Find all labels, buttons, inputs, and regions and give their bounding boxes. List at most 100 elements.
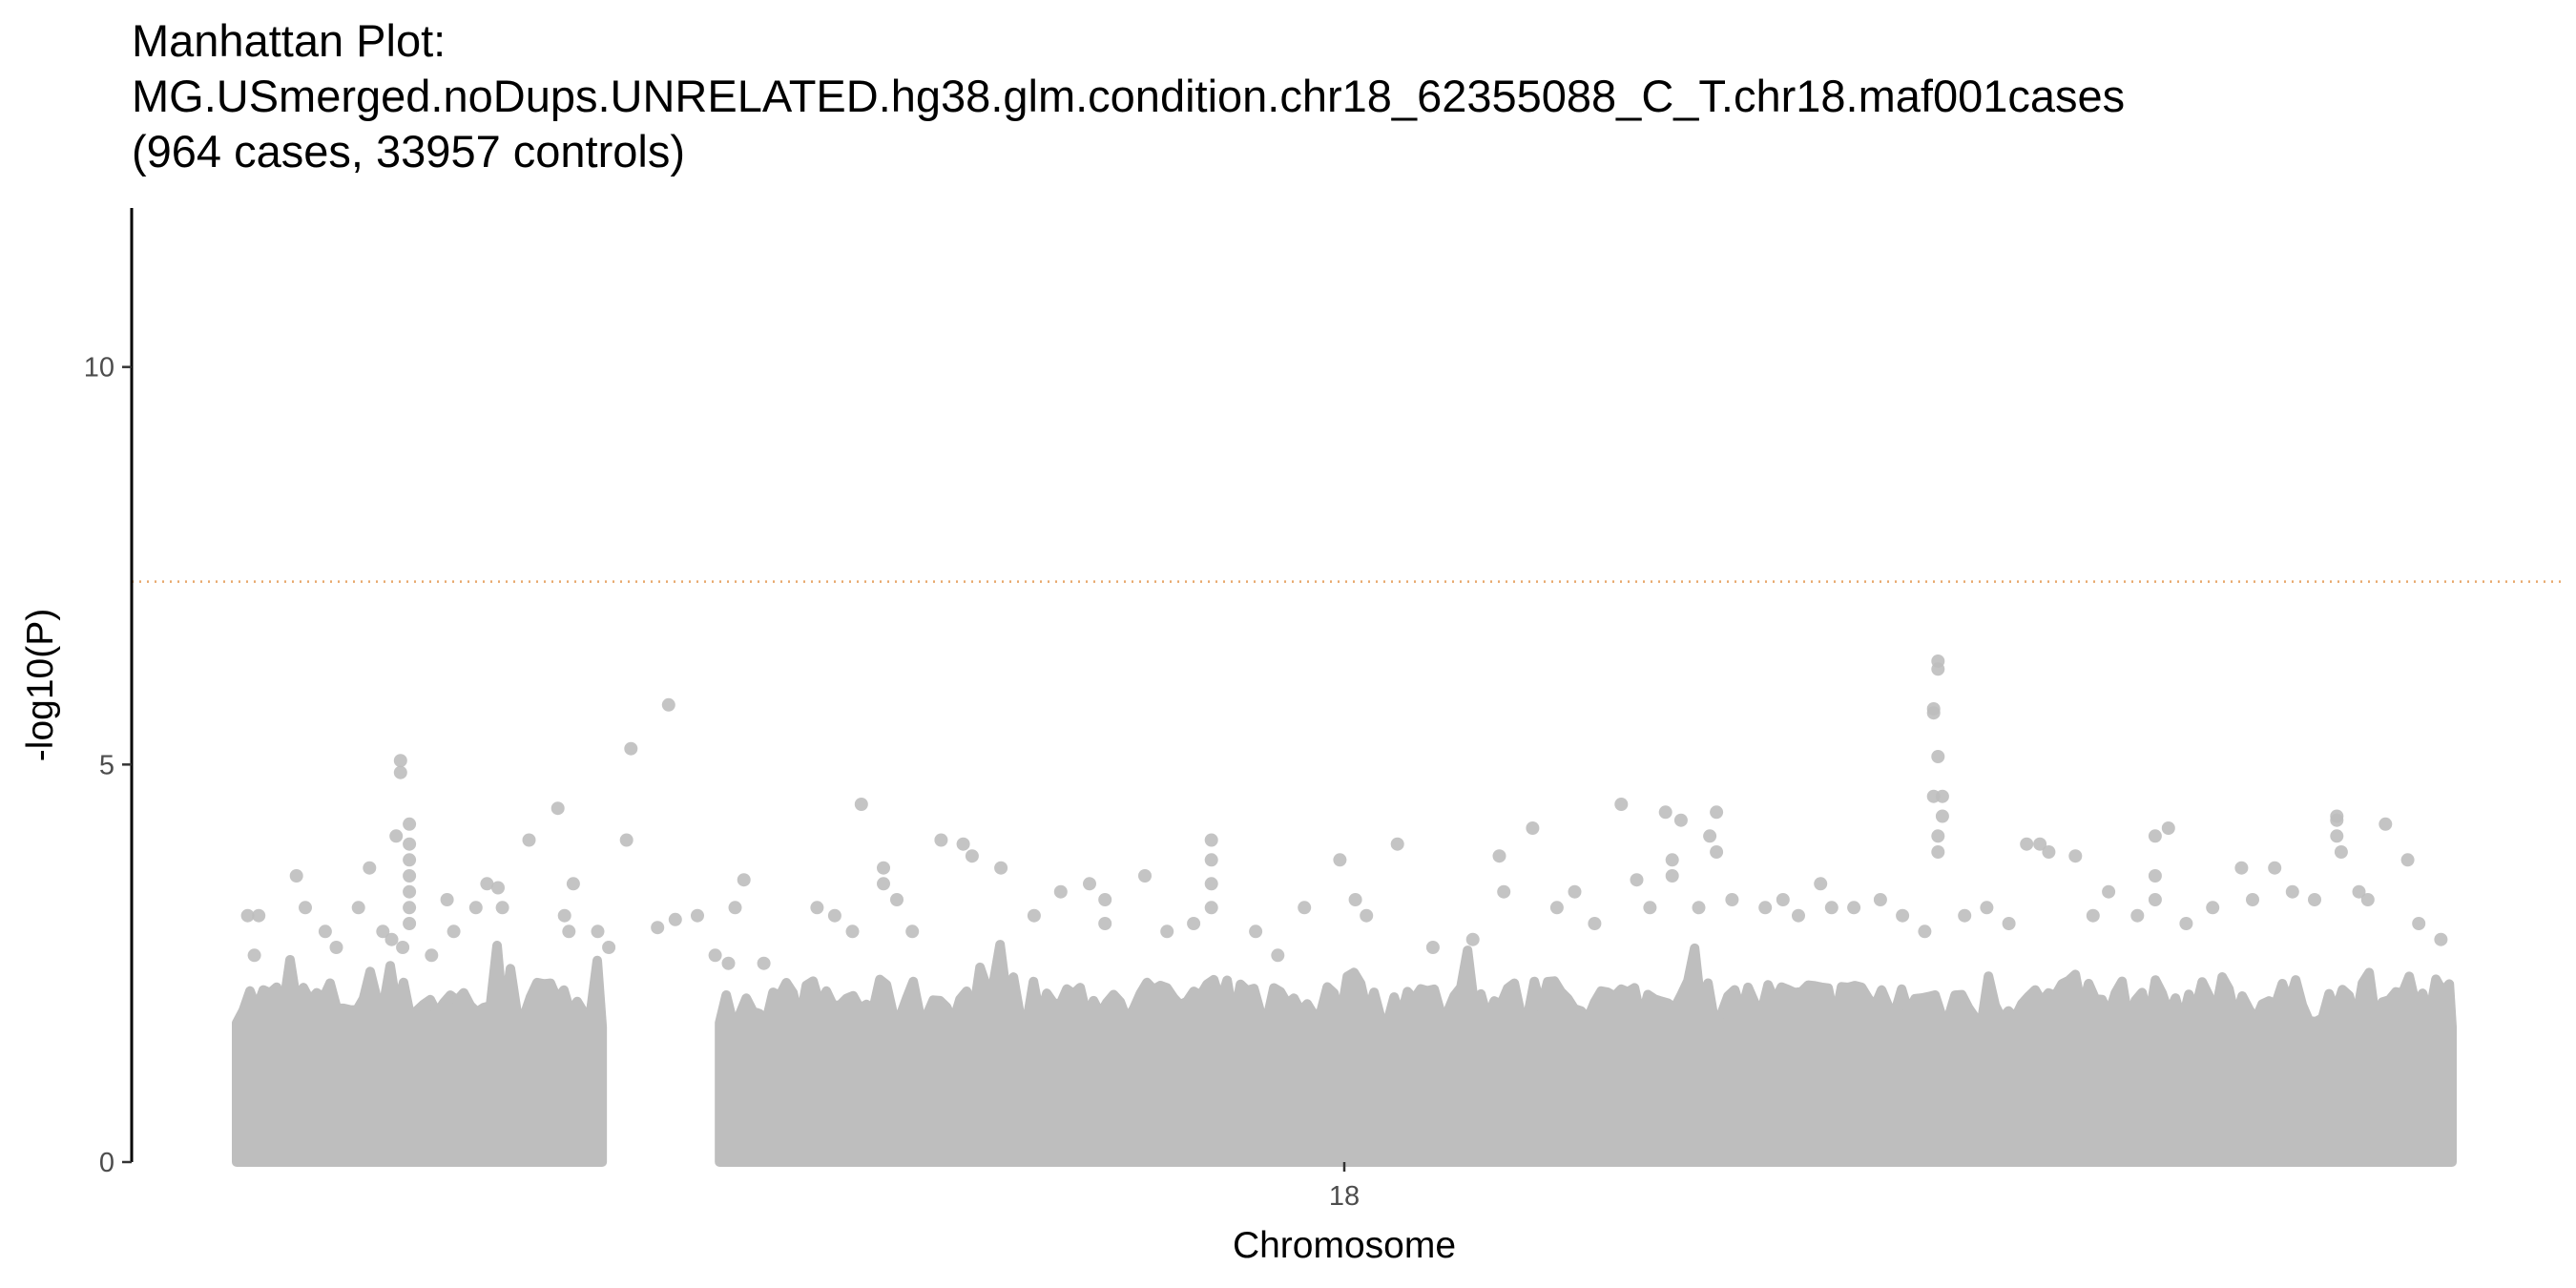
snp-point-73 [1271, 948, 1285, 963]
snp-point-33 [562, 924, 576, 939]
snp-point-116 [1931, 829, 1945, 843]
snp-point-117 [1931, 845, 1945, 859]
snp-point-129 [2161, 821, 2175, 835]
snp-point-35 [591, 924, 605, 939]
chart-title-line-1: Manhattan Plot: [132, 15, 447, 66]
snp-point-10 [376, 924, 390, 939]
snp-point-28 [491, 881, 505, 895]
snp-point-52 [877, 861, 890, 875]
snp-point-8 [351, 901, 365, 915]
snp-point-51 [854, 798, 868, 811]
snp-point-140 [2330, 813, 2344, 827]
snp-point-60 [1027, 908, 1041, 923]
snp-point-4 [289, 869, 303, 883]
snp-point-96 [1710, 845, 1724, 859]
snp-point-80 [1465, 932, 1480, 946]
chart-title: Manhattan Plot: MG.USmerged.noDups.UNREL… [132, 13, 2125, 179]
snp-point-58 [965, 849, 979, 863]
snp-point-131 [2148, 893, 2162, 906]
snp-point-146 [2400, 853, 2415, 867]
snp-point-101 [1792, 908, 1805, 923]
snp-point-143 [2352, 884, 2366, 899]
snp-point-44 [721, 956, 736, 970]
snp-point-119 [1980, 901, 1994, 915]
point-mass-segment-1 [232, 941, 608, 1167]
snp-point-87 [1614, 798, 1629, 811]
snp-point-109 [1926, 706, 1941, 720]
snp-point-89 [1643, 901, 1657, 915]
snp-point-15 [389, 829, 404, 843]
snp-point-61 [1053, 884, 1068, 899]
snp-point-13 [393, 754, 407, 768]
snp-point-94 [1692, 901, 1706, 915]
snp-point-81 [1492, 849, 1506, 863]
chart-title-line-3: (964 cases, 33957 controls) [132, 126, 685, 177]
snp-point-100 [1776, 893, 1790, 906]
snp-point-1 [240, 908, 255, 923]
snp-point-38 [619, 833, 634, 847]
snp-point-40 [668, 912, 682, 926]
y-tick-label-0: 0 [99, 1148, 114, 1178]
snp-point-122 [2033, 837, 2047, 851]
snp-point-99 [1758, 901, 1773, 915]
snp-point-138 [2308, 893, 2321, 906]
snp-point-78 [1390, 837, 1404, 851]
snp-point-125 [2086, 908, 2100, 923]
x-axis-title: Chromosome [1233, 1225, 1456, 1266]
snp-point-57 [956, 837, 970, 851]
snp-point-23 [425, 948, 439, 963]
snp-point-16 [403, 817, 417, 831]
snp-point-102 [1814, 877, 1828, 891]
snp-point-46 [737, 873, 751, 887]
point-mass-layer [232, 940, 2457, 1167]
snp-point-121 [2020, 837, 2034, 851]
snp-point-76 [1348, 893, 1362, 906]
snp-point-42 [661, 697, 675, 712]
snp-point-31 [551, 801, 565, 816]
snp-point-111 [1931, 662, 1945, 676]
snp-point-118 [1958, 908, 1972, 923]
snp-point-74 [1298, 901, 1312, 915]
snp-point-48 [810, 901, 824, 915]
snp-point-148 [2434, 932, 2448, 946]
snp-point-77 [1360, 908, 1374, 923]
snp-point-17 [403, 837, 417, 851]
snp-point-63 [1098, 893, 1112, 906]
snp-point-22 [403, 917, 417, 930]
snp-point-128 [2148, 829, 2162, 843]
snp-point-56 [934, 833, 948, 847]
y-axis-ticks: 0 5 10 [84, 353, 132, 1178]
snp-point-141 [2330, 829, 2344, 843]
snp-point-134 [2234, 861, 2249, 875]
snp-point-26 [468, 901, 483, 915]
points-layer [240, 654, 2448, 970]
snp-point-62 [1083, 877, 1096, 891]
snp-point-95 [1703, 829, 1717, 843]
snp-point-54 [890, 893, 904, 906]
snp-point-84 [1549, 901, 1564, 915]
snp-point-11 [384, 932, 399, 946]
snp-point-106 [1896, 908, 1910, 923]
snp-point-25 [447, 924, 461, 939]
snp-point-41 [691, 908, 704, 923]
snp-point-124 [2068, 849, 2083, 863]
snp-point-67 [1187, 917, 1201, 930]
snp-point-45 [728, 901, 742, 915]
snp-point-123 [2042, 845, 2056, 859]
snp-point-19 [403, 869, 417, 883]
snp-point-21 [403, 901, 417, 915]
snp-point-130 [2148, 869, 2162, 883]
snp-point-39 [651, 921, 665, 935]
chart-title-line-2: MG.USmerged.noDups.UNRELATED.hg38.glm.co… [132, 71, 2126, 121]
x-axis-ticks: 18 [1329, 1162, 1360, 1212]
snp-point-120 [2002, 917, 2016, 930]
snp-point-103 [1824, 901, 1839, 915]
snp-point-145 [2379, 817, 2393, 831]
y-axis-title: -log10(P) [20, 609, 61, 761]
snp-point-92 [1665, 853, 1679, 867]
snp-point-65 [1138, 869, 1152, 883]
snp-point-97 [1710, 805, 1724, 820]
snp-point-88 [1630, 873, 1644, 887]
snp-point-5 [299, 901, 312, 915]
